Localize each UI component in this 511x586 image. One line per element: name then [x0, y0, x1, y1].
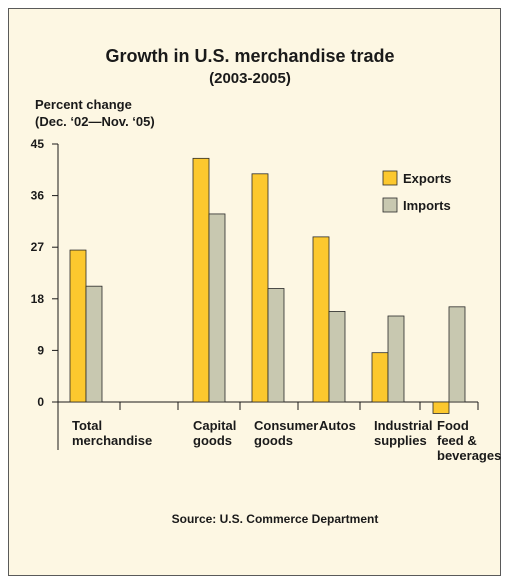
bar-imports [387, 315, 405, 403]
x-tick-label: goods [193, 433, 232, 448]
y-tick-label: 36 [31, 189, 45, 203]
x-tick-label: Autos [319, 418, 356, 433]
y-tick-label: 9 [37, 343, 44, 357]
y-tick-label: 45 [31, 137, 45, 151]
y-tick-label: 0 [37, 395, 44, 409]
x-tick-label: Total [72, 418, 102, 433]
plot-area: 0918273645TotalmerchandiseCapitalgoodsCo… [31, 137, 502, 463]
x-tick-label: goods [254, 433, 293, 448]
x-tick-label: feed & [437, 433, 477, 448]
legend-label: Exports [403, 171, 451, 186]
bar-exports [371, 352, 389, 403]
y-axis-label-line2: (Dec. ‘02—Nov. ‘05) [35, 114, 155, 129]
bar-exports [432, 401, 450, 414]
bar-imports [328, 311, 346, 403]
bar-imports [267, 288, 285, 403]
legend-swatch [382, 197, 398, 213]
x-tick-label: Industrial [374, 418, 433, 433]
x-tick-label: Capital [193, 418, 236, 433]
x-tick-label: merchandise [72, 433, 152, 448]
chart-subtitle: (2003-2005) [209, 70, 291, 87]
legend-label: Imports [403, 198, 451, 213]
bar-exports [192, 157, 210, 403]
bar-imports [208, 213, 226, 403]
x-tick-label: Food [437, 418, 469, 433]
bar-exports [312, 236, 330, 403]
y-tick-label: 27 [31, 240, 45, 254]
legend-swatch [382, 170, 398, 186]
bar-imports [85, 285, 103, 403]
x-tick-label: Consumer [254, 418, 318, 433]
bar-exports [69, 249, 87, 403]
chart-title: Growth in U.S. merchandise trade [105, 46, 394, 66]
x-tick-label: beverages [437, 448, 501, 463]
source-note: Source: U.S. Commerce Department [172, 512, 379, 526]
bar-imports [448, 306, 466, 403]
bar-exports [251, 173, 269, 403]
y-tick-label: 18 [31, 292, 45, 306]
y-axis-label-line1: Percent change [35, 97, 132, 112]
x-tick-label: supplies [374, 433, 427, 448]
